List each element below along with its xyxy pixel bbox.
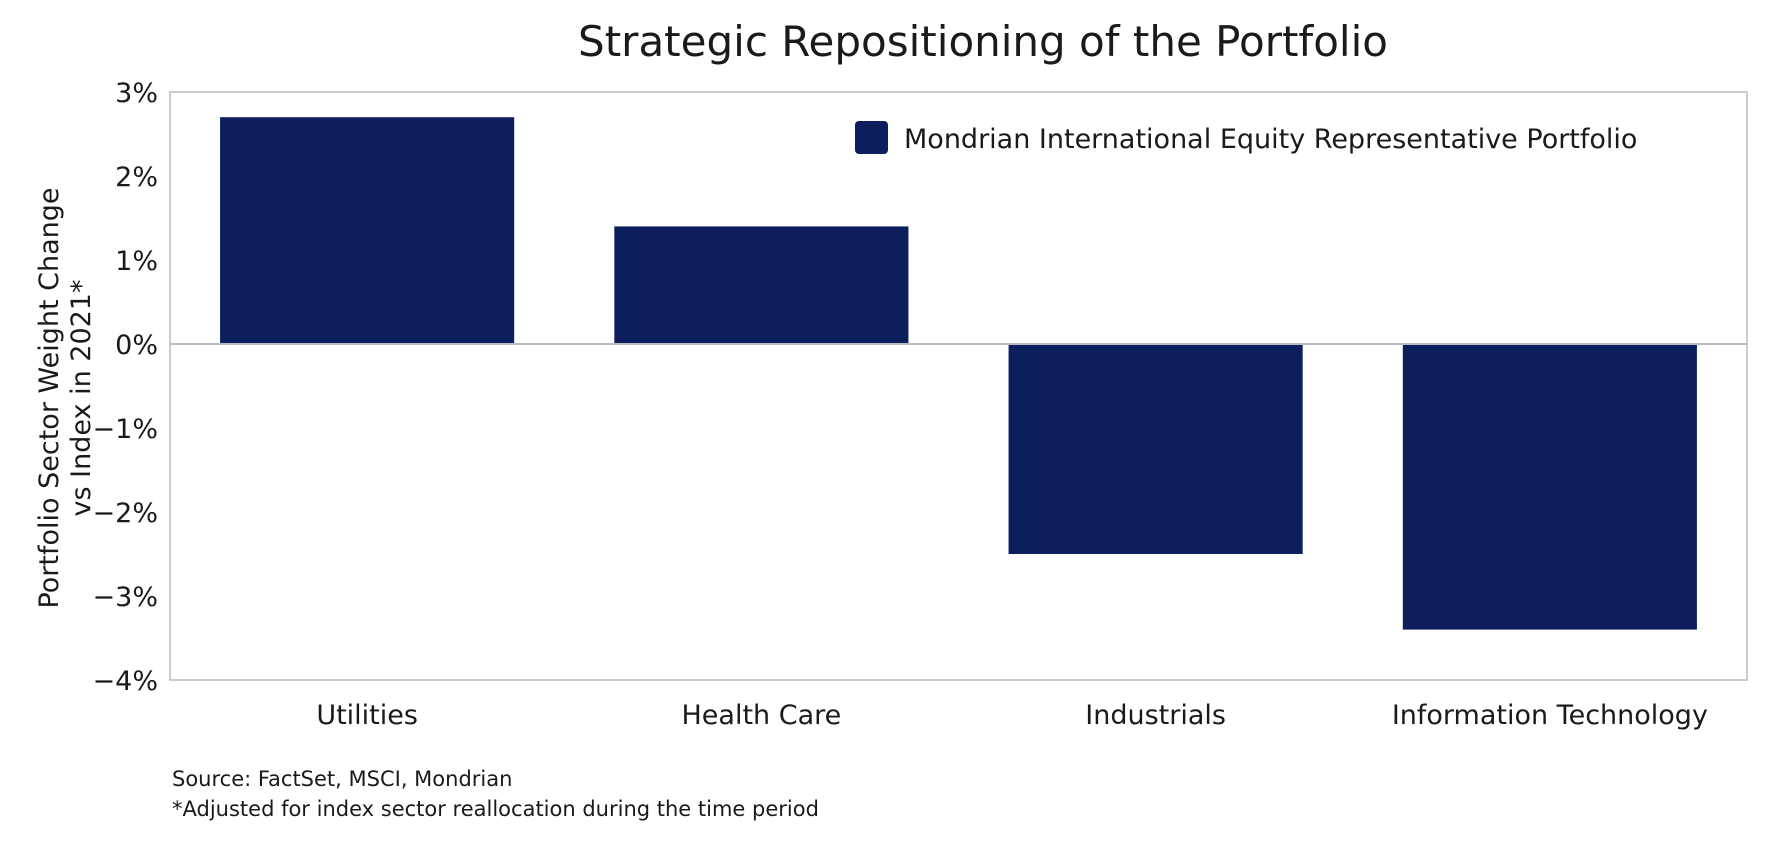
bar: [1402, 344, 1697, 630]
legend-label: Mondrian International Equity Representa…: [904, 124, 1637, 155]
y-tick-label: 2%: [115, 162, 158, 193]
y-axis-title-line-2: vs Index in 2021*: [66, 280, 97, 517]
chart-notes: Source: FactSet, MSCI, Mondrian *Adjuste…: [172, 764, 819, 824]
y-tick-label: 3%: [115, 78, 158, 109]
bar: [614, 226, 909, 344]
legend: Mondrian International Equity Representa…: [855, 121, 1637, 155]
y-tick-label: −2%: [93, 498, 158, 529]
y-axis-title-line-1: Portfolio Sector Weight Change: [34, 187, 65, 608]
y-tick-label: 1%: [115, 246, 158, 277]
y-tick-label: 0%: [115, 330, 158, 361]
plot-area: 3% 2% 1% 0% −1% −2% −3% −4% Utilities Health Care…: [93, 78, 1748, 731]
y-tick-label: −1%: [93, 414, 158, 445]
source-note: Source: FactSet, MSCI, Mondrian: [172, 767, 513, 791]
legend-swatch: [855, 121, 888, 154]
y-tick-label: −4%: [93, 666, 158, 697]
x-tick-label: Utilities: [316, 700, 418, 731]
bar: [220, 117, 515, 344]
x-tick-label: Information Technology: [1392, 700, 1708, 731]
bar: [1008, 344, 1303, 554]
chart-title: Strategic Repositioning of the Portfolio: [578, 17, 1388, 66]
x-tick-label: Industrials: [1085, 700, 1226, 731]
plot-frame: [169, 91, 1748, 681]
footnote: *Adjusted for index sector reallocation …: [172, 797, 819, 821]
x-tick-label: Health Care: [681, 700, 841, 731]
y-tick-label: −3%: [93, 582, 158, 613]
